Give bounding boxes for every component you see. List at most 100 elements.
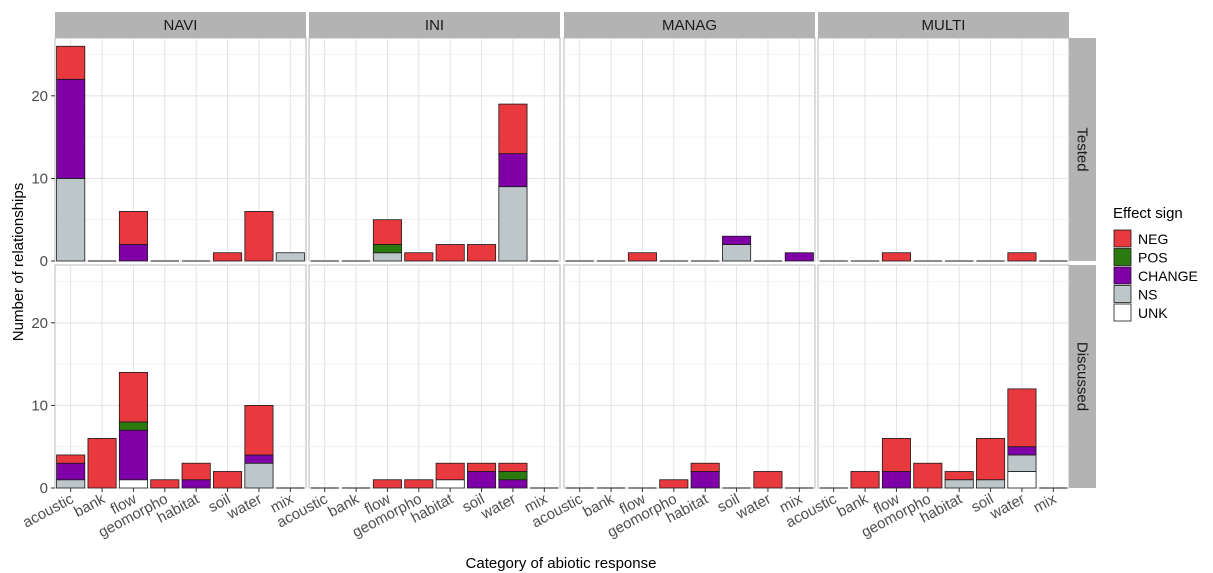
bar-segment-habitat-unk <box>435 479 465 489</box>
bar-segment-flow-change <box>881 471 911 489</box>
bar-segment-soil-change <box>467 471 497 489</box>
bar-segment-soil-neg <box>213 252 243 262</box>
bar-segment-geomorpho-neg <box>913 462 943 489</box>
y-tick-label: 0 <box>40 253 48 270</box>
legend-label-neg: NEG <box>1138 231 1168 247</box>
bar-segment-flow-change <box>118 244 148 262</box>
facet-strip-label-multi: MULTI <box>922 17 966 34</box>
x-tick-label-bank: bank <box>834 490 871 521</box>
x-tick-label-water: water <box>987 491 1028 524</box>
bar-segment-flow-neg <box>118 371 148 423</box>
bar-segment-flow-neg <box>881 252 911 262</box>
bar-segment-mix-change <box>784 252 814 262</box>
bar-segment-geomorpho-neg <box>150 479 180 489</box>
bar-segment-bank-neg <box>87 438 117 489</box>
x-tick-label-mix: mix <box>1031 490 1060 516</box>
bar-segment-habitat-neg <box>181 462 211 481</box>
bar-segment-acoustic-change <box>56 462 86 481</box>
bar-segment-geomorpho-neg <box>659 479 689 489</box>
bar-segment-flow-change <box>118 429 148 481</box>
bar-segment-habitat-ns <box>944 479 974 489</box>
panel-discussed-multi <box>817 264 1070 489</box>
legend-key-unk <box>1113 303 1132 322</box>
facet-strip-label-manag: MANAG <box>662 17 717 34</box>
bar-segment-water-neg <box>498 462 528 472</box>
legend-key-ns <box>1113 285 1132 303</box>
facet-strip-tested <box>1069 38 1096 261</box>
bar-segment-flow-pos <box>372 244 402 254</box>
facet-strip-multi <box>818 12 1069 38</box>
bar-segment-water-change <box>1007 446 1037 456</box>
legend-key-neg <box>1113 229 1132 248</box>
y-tick-label: 0 <box>40 480 48 497</box>
bar-segment-water-neg <box>1007 252 1037 262</box>
bar-segment-water-neg <box>1007 388 1037 448</box>
bar-segment-flow-neg <box>372 479 402 489</box>
x-tick-label-bank: bank <box>580 490 617 521</box>
panel-tested-ini <box>308 37 561 262</box>
bar-segment-habitat-neg <box>690 462 720 472</box>
x-tick-label-water: water <box>733 491 774 524</box>
bar-segment-geomorpho-neg <box>404 479 434 489</box>
bar-segment-mix-ns <box>275 252 305 262</box>
bar-segment-water-unk <box>1007 471 1037 489</box>
bar-segment-acoustic-ns <box>56 178 86 262</box>
bar-segment-water-neg <box>753 471 783 489</box>
x-tick-label-water: water <box>478 491 519 524</box>
legend-label-ns: NS <box>1138 287 1157 303</box>
legend-label-pos: POS <box>1138 250 1168 266</box>
bar-segment-soil-neg <box>467 244 497 262</box>
x-tick-label-water: water <box>224 491 265 524</box>
panel-background <box>563 264 816 489</box>
x-tick-label-acoustic: acoustic <box>20 490 77 531</box>
panel-background <box>817 37 1070 262</box>
bar-segment-geomorpho-neg <box>404 252 434 262</box>
x-tick-label-bank: bank <box>325 490 362 521</box>
bar-segment-water-change <box>498 479 528 489</box>
x-tick-label-bank: bank <box>71 490 108 521</box>
bar-segment-flow-neg <box>881 438 911 472</box>
bar-segment-water-pos <box>498 471 528 481</box>
bar-segment-flow-neg <box>118 211 148 245</box>
y-tick-label: 10 <box>31 170 48 187</box>
y-tick-label: 20 <box>31 88 48 105</box>
bar-segment-soil-change <box>722 235 752 245</box>
bar-segment-habitat-neg <box>435 244 465 262</box>
bar-segment-soil-ns <box>976 479 1006 489</box>
bar-segment-habitat-neg <box>944 471 974 481</box>
facet-strip-label-navi: NAVI <box>164 17 198 34</box>
panel-tested-multi <box>817 37 1070 262</box>
bar-segment-acoustic-change <box>56 78 86 179</box>
panel-tested-navi <box>54 37 307 262</box>
panel-background <box>308 264 561 489</box>
bar-segment-acoustic-neg <box>56 45 86 80</box>
bar-segment-flow-pos <box>118 421 148 431</box>
bar-segment-water-ns <box>244 462 274 489</box>
legend-label-unk: UNK <box>1138 305 1168 321</box>
legend: Effect sign NEG POS CHANGE NS UNK <box>1113 205 1198 322</box>
bar-segment-habitat-change <box>690 471 720 489</box>
bar-segment-soil-neg <box>213 471 243 489</box>
facet-strip-label-tested: Tested <box>1074 127 1091 171</box>
legend-key-change <box>1113 266 1132 285</box>
bar-segment-soil-neg <box>976 438 1006 481</box>
bar-segment-water-change <box>498 153 528 188</box>
x-axis-title: Category of abiotic response <box>466 555 657 572</box>
legend-label-change: CHANGE <box>1138 268 1198 284</box>
panel-background <box>563 37 816 262</box>
facet-strip-ini <box>309 12 560 38</box>
panel-tested-manag <box>563 37 816 262</box>
y-axis-title: Number of relationships <box>10 183 27 341</box>
y-tick-label: 10 <box>31 397 48 414</box>
bar-segment-bank-neg <box>850 471 880 489</box>
panel-discussed-manag <box>563 264 816 489</box>
bar-segment-habitat-change <box>181 479 211 489</box>
legend-title: Effect sign <box>1113 205 1183 222</box>
bar-segment-water-ns <box>498 186 528 262</box>
facet-strip-manag <box>564 12 815 38</box>
panel-discussed-navi <box>54 264 307 489</box>
bar-segment-water-neg <box>244 211 274 262</box>
y-tick-label: 20 <box>31 315 48 332</box>
bar-segment-acoustic-ns <box>56 479 86 489</box>
